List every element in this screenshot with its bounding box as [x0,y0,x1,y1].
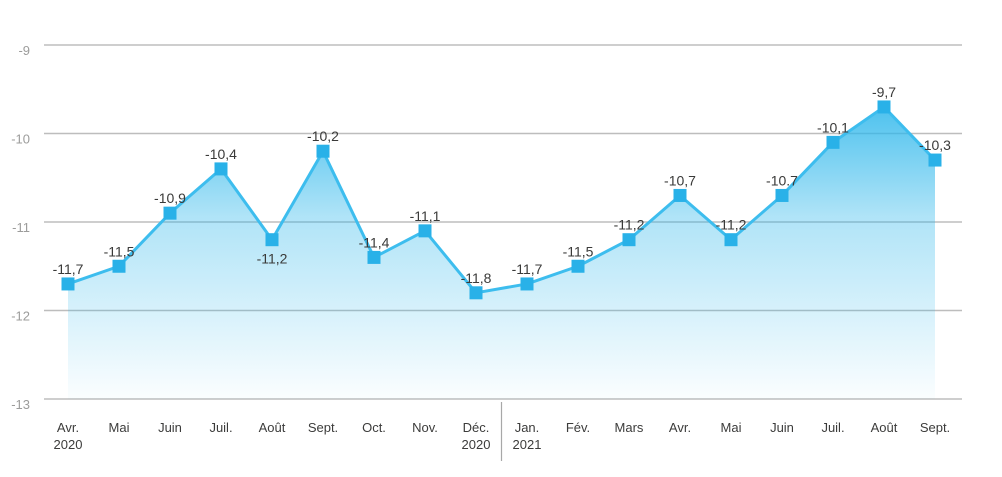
data-point-value-label: -11,8 [461,270,492,286]
data-point-marker [622,233,636,247]
x-axis-category-label: Mai [721,420,742,435]
x-axis-category-label: 2021 [513,437,542,452]
data-point-marker [163,206,177,220]
data-point-marker [367,250,381,264]
x-axis-category-label: Sept. [920,420,950,435]
x-axis-category-label: Juin [158,420,182,435]
data-point-marker [928,153,942,167]
data-point-value-label: -10,2 [307,128,339,144]
x-axis-category-label: Juil. [821,420,844,435]
data-point-value-label: -11,2 [614,217,645,233]
y-axis-tick-label: -11 [12,220,30,235]
x-axis-category-label: Mars [615,420,644,435]
data-point-value-label: -11,5 [104,243,135,259]
data-point-value-label: -10,1 [817,119,849,135]
data-point-value-label: -11,2 [716,217,747,233]
data-point-value-label: -10,3 [919,137,951,153]
data-point-value-label: -11,7 [512,261,543,277]
data-point-value-label: -10,7 [664,172,696,188]
data-point-value-label: -11,7 [53,261,84,277]
x-axis-category-label: Avr. [669,420,691,435]
x-axis-category-label: Juin [770,420,794,435]
x-axis-category-label: Oct. [362,420,386,435]
data-point-marker [673,188,687,202]
data-point-value-label: -9,7 [872,84,896,100]
data-point-value-label: -11,4 [359,234,390,250]
data-point-marker [724,233,738,247]
y-axis-tick-label: -13 [11,397,30,412]
x-axis-category-label: Jan. [515,420,540,435]
x-axis-category-label: 2020 [462,437,491,452]
data-point-marker [877,100,891,114]
area-fill [68,106,935,399]
data-point-value-label: -11,1 [410,208,441,224]
x-axis-category-label: Sept. [308,420,338,435]
data-point-marker [571,259,585,273]
data-point-marker [265,233,279,247]
data-point-marker [112,259,126,273]
x-axis-category-label: 2020 [54,437,83,452]
data-point-marker [316,144,330,158]
x-axis-category-label: Fév. [566,420,590,435]
data-point-marker [418,224,432,238]
x-axis-category-label: Déc. [463,420,490,435]
y-axis-tick-label: -10 [11,132,30,147]
x-axis-category-label: Avr. [57,420,79,435]
data-point-value-label: -10,4 [205,146,237,162]
x-axis-category-label: Nov. [412,420,438,435]
y-axis-tick-label: -12 [11,309,30,324]
data-point-value-label: -11,2 [257,251,288,267]
x-axis-category-label: Août [871,420,898,435]
x-axis-category-label: Mai [109,420,130,435]
data-line [66,105,937,295]
data-point-marker [775,188,789,202]
data-point-marker [520,277,534,291]
data-point-marker [469,286,483,300]
data-point-value-label: -10.7 [766,172,798,188]
data-point-marker [214,162,228,176]
x-axis-category-label: Août [259,420,286,435]
data-point-value-label: -11,5 [563,243,594,259]
y-axis-tick-label: -9 [18,43,30,58]
data-point-value-label: -10,9 [154,190,186,206]
data-point-marker [826,135,840,149]
data-point-marker [61,277,75,291]
x-axis-category-label: Juil. [209,420,232,435]
